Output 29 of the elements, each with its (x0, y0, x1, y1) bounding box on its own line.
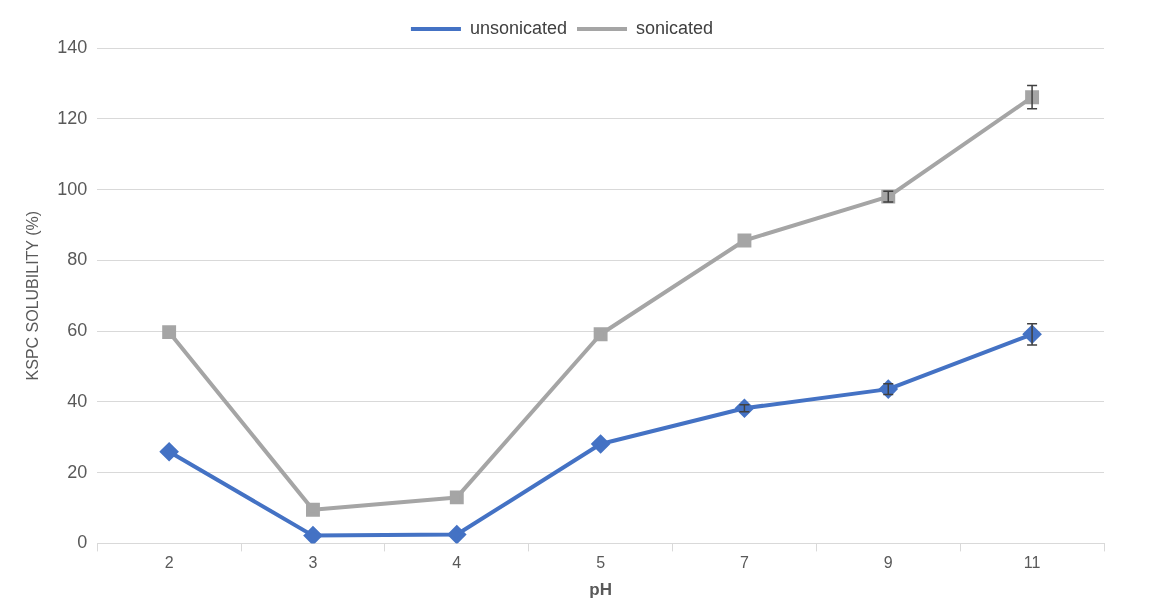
point (593, 327, 608, 342)
x-axis-title: pH (589, 580, 612, 600)
x-tick-label: 7 (739, 554, 749, 572)
x-tick-label: 3 (308, 554, 318, 572)
y-tick-label: 40 (67, 390, 88, 411)
x-tick-label: 9 (883, 554, 893, 572)
point (162, 325, 177, 340)
y-tick-label: 120 (57, 107, 88, 128)
x-tick-label: 4 (452, 554, 462, 572)
legend-label: sonicated (636, 17, 714, 38)
y-tick-label: 100 (57, 178, 88, 199)
point (735, 399, 754, 418)
x-tick-label: 2 (164, 554, 174, 572)
x-tick-label: 5 (596, 554, 606, 572)
y-tick-label: 60 (67, 320, 88, 341)
x-tick-label: 11 (1023, 554, 1041, 572)
point (160, 442, 179, 461)
legend-label: unsonicated (469, 17, 568, 38)
y-tick-label: 0 (77, 532, 88, 553)
point (306, 502, 320, 517)
y-tick-label: 80 (67, 249, 88, 270)
point (737, 233, 752, 248)
y-axis-title: KSPC SOLUBILITY (%) (24, 210, 42, 381)
point (591, 434, 610, 453)
point (449, 490, 464, 505)
point (447, 525, 466, 544)
point (303, 526, 322, 544)
y-tick-label: 20 (67, 461, 88, 482)
y-tick-label: 140 (57, 36, 88, 57)
